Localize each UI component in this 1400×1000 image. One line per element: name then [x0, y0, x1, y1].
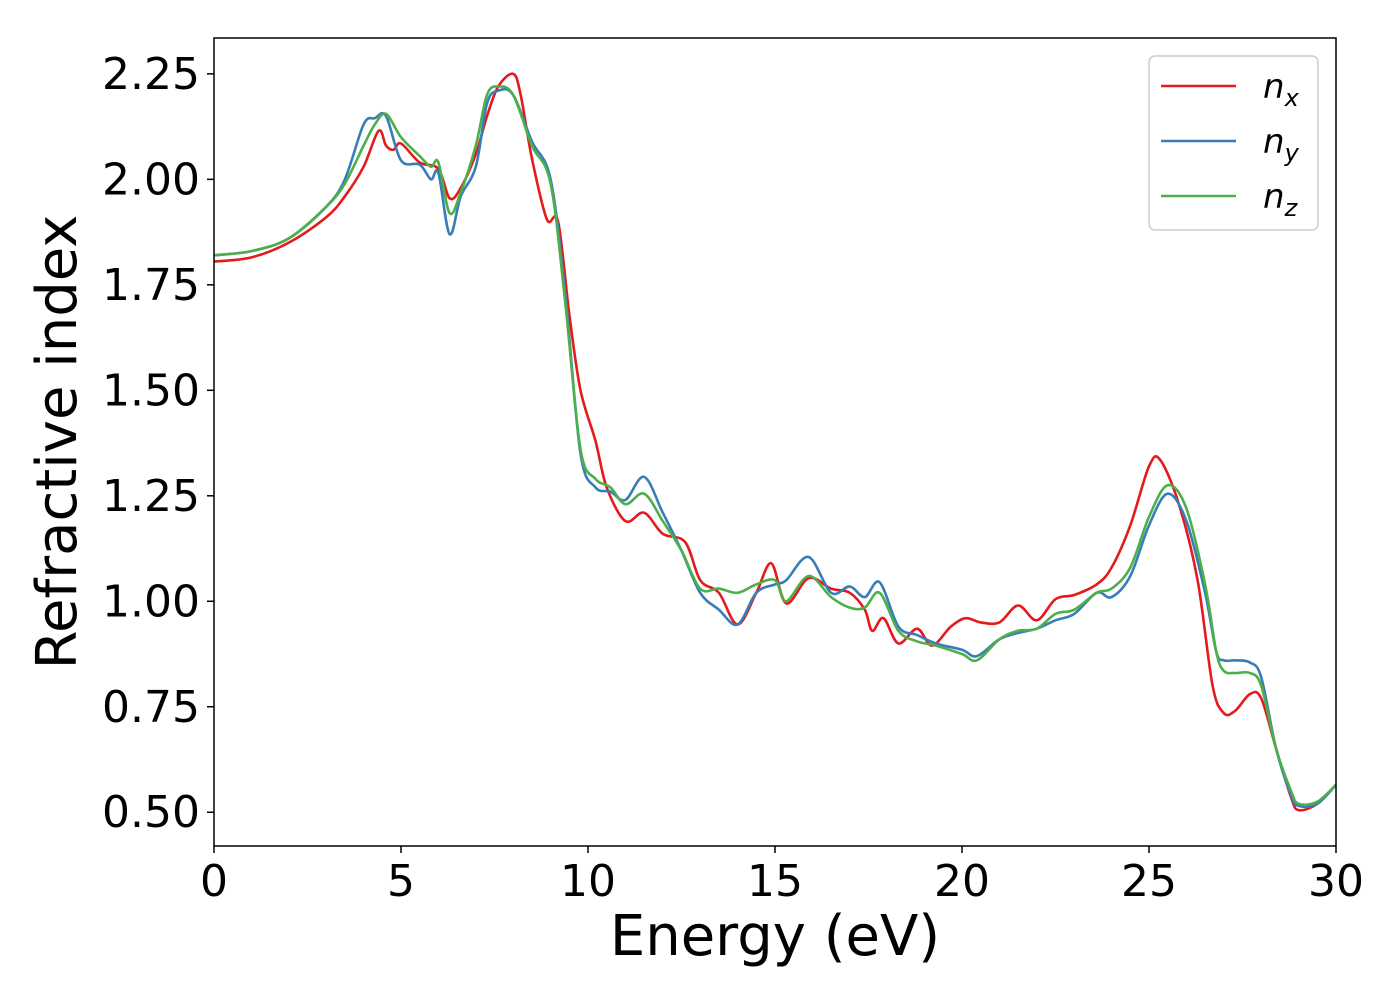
legend-label-ny: ny [1263, 122, 1300, 167]
y-tick-label: 1.25 [102, 471, 200, 522]
x-tick-label: 5 [387, 856, 415, 907]
x-tick-label: 10 [560, 856, 616, 907]
y-tick-label: 2.25 [102, 49, 200, 100]
y-axis-ticks: 0.50 0.75 1.00 1.25 1.50 1.75 2.00 2.25 [102, 49, 214, 838]
y-axis-label: Refractive index [25, 215, 90, 670]
y-tick-label: 1.50 [102, 365, 200, 416]
y-tick-label: 0.50 [102, 787, 200, 838]
legend-label-nz: nz [1263, 177, 1299, 222]
y-tick-label: 2.00 [102, 154, 200, 205]
series-line-ny [214, 87, 1336, 809]
x-tick-label: 0 [200, 856, 228, 907]
x-tick-label: 15 [747, 856, 803, 907]
legend-frame [1148, 55, 1319, 231]
y-tick-label: 1.00 [102, 576, 200, 627]
legend: nx ny nz [1148, 55, 1319, 231]
x-axis-ticks: 0 5 10 15 20 25 30 [200, 846, 1364, 907]
y-tick-label: 0.75 [102, 682, 200, 733]
x-tick-label: 20 [934, 856, 990, 907]
y-tick-label: 1.75 [102, 260, 200, 311]
plot-frame [213, 37, 1337, 847]
x-tick-label: 30 [1308, 856, 1364, 907]
plot-series [214, 72, 1336, 812]
series-line-nz [214, 85, 1336, 807]
x-axis-label: Energy (eV) [610, 904, 940, 969]
x-tick-label: 25 [1121, 856, 1177, 907]
legend-label-nx: nx [1263, 67, 1300, 112]
